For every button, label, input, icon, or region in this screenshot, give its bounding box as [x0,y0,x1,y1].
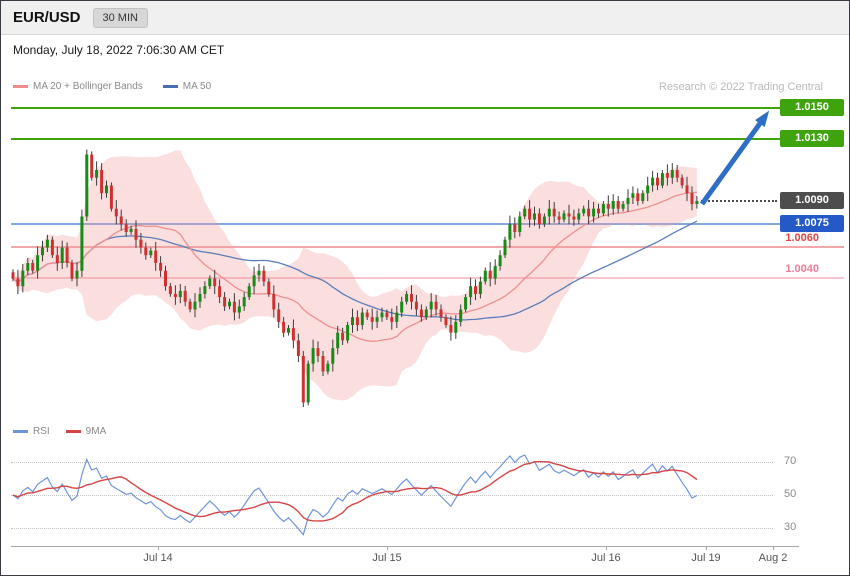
x-axis-label-jul-16: Jul 16 [591,552,621,564]
level-label-1.0075: 1.0075 [780,215,844,232]
x-axis-tick [158,546,159,550]
x-axis-label-jul-19: Jul 19 [691,552,721,564]
rsi-gridline-70 [11,462,773,463]
rsi-axis-label-50: 50 [784,488,797,500]
legend-rsi: RSI 9MA [13,426,106,437]
level-line-1.0090 [701,200,777,202]
level-line-1.0075 [11,223,844,225]
x-axis-tick [387,546,388,550]
rsi-axis-label-70: 70 [784,455,797,467]
level-line-1.0150 [11,107,844,109]
level-line-1.0060 [11,246,844,248]
legend-item-9ma: 9MA [65,426,107,437]
level-label-1.0150: 1.0150 [780,99,844,116]
x-axis-label-jul-15: Jul 15 [372,552,402,564]
bollinger-band [13,150,697,401]
legend-main: MA 20 + Bollinger Bands MA 50 [13,81,211,92]
x-axis-tick [606,546,607,550]
x-axis-tick [773,546,774,550]
level-line-1.0040 [11,277,844,279]
pair-title: EUR/USD [13,9,81,26]
level-label-1.0040: 1.0040 [785,263,819,275]
candles [11,149,699,407]
legend-item-ma20: MA 20 + Bollinger Bands [13,81,143,92]
legend-item-ma50: MA 50 [162,81,212,92]
rsi-ma-line [12,460,698,522]
rsi-axis-label-30: 30 [784,521,797,533]
x-axis-tick [706,546,707,550]
level-label-1.0060: 1.0060 [785,232,819,244]
timeframe-badge: 30 MIN [92,7,148,28]
ma20-legend-chip-icon [13,85,28,88]
rsi-gridline-30 [11,528,773,529]
ma20-legend-label: MA 20 + Bollinger Bands [33,81,143,92]
rsi-legend-chip-icon [13,430,28,433]
ma20-line [12,191,697,342]
credit-label: Research © 2022 Trading Central [658,81,823,93]
x-axis-label-jul-14: Jul 14 [143,552,173,564]
rsi-line [12,454,698,536]
level-label-1.0090: 1.0090 [780,192,844,209]
x-axis-label-aug-2: Aug 2 [758,552,788,564]
ma50-legend-chip-icon [162,85,178,88]
rsi-gridline-50 [11,495,773,496]
ma50-legend-label: MA 50 [182,81,212,92]
rsi-9ma-legend-label: 9MA [85,426,107,437]
legend-item-rsi: RSI [13,426,50,437]
datetime-label: Monday, July 18, 2022 7:06:30 AM CET [13,43,225,57]
ma50-line [12,220,698,321]
rsi-9ma-legend-chip-icon [65,430,81,433]
rsi-legend-label: RSI [33,426,50,437]
x-axis-line [11,546,799,547]
projection-arrow [699,110,770,206]
header-bar: EUR/USD 30 MIN [1,1,849,35]
level-line-1.0130 [11,138,844,140]
level-label-1.0130: 1.0130 [780,130,844,147]
